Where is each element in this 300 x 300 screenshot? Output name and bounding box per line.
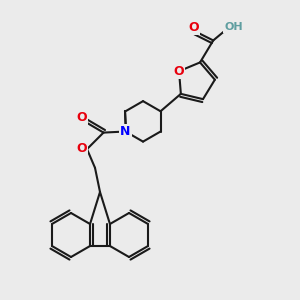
Text: O: O [76, 111, 87, 124]
Text: O: O [174, 65, 184, 78]
Text: N: N [120, 125, 131, 138]
Text: O: O [188, 21, 199, 34]
Text: OH: OH [224, 22, 243, 32]
Text: O: O [77, 142, 87, 154]
